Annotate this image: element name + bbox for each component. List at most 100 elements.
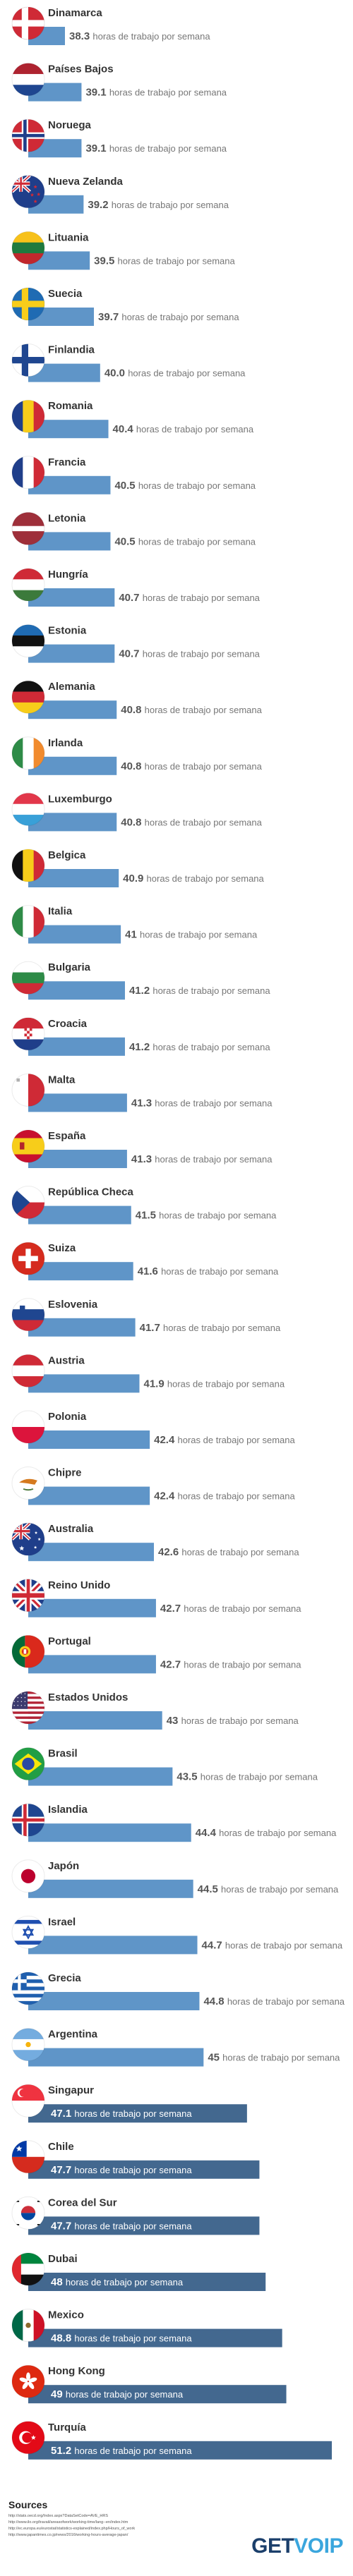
- czech-republic-flag-icon: [11, 1186, 45, 1220]
- country-row: Argentina 45 horas de trabajo por semana: [11, 2028, 340, 2067]
- value-label: 40.4 horas de trabajo por semana: [113, 423, 254, 435]
- country-label: Brasil: [48, 1748, 78, 1760]
- country-row: Hungría 40.7 horas de trabajo por semana: [11, 568, 261, 607]
- country-label: España: [48, 1130, 86, 1142]
- bar: [28, 981, 125, 1000]
- spain-flag-icon: [11, 1129, 45, 1163]
- bar: [28, 2273, 266, 2291]
- bar: [28, 2385, 287, 2404]
- south-korea-flag-icon: [11, 2196, 45, 2230]
- ireland-flag-icon: [11, 736, 45, 770]
- bar: [28, 2160, 260, 2179]
- country-row: Luxemburgo 40.8 horas de trabajo por sema…: [11, 792, 263, 832]
- country-row: Irlanda 40.8 horas de trabajo por semana: [11, 736, 263, 775]
- country-row: Australia 42.6 horas de trabajo por seman…: [11, 1522, 299, 1562]
- value-label: 47.7 horas de trabajo por semana: [51, 2220, 192, 2232]
- country-row: Suiza 41.6 horas de trabajo por semana: [11, 1241, 279, 1281]
- value-label: 42.4 horas de trabajo por semana: [154, 1490, 295, 1502]
- country-row: España 41.3 horas de trabajo por semana: [11, 1129, 273, 1168]
- country-label: Hong Kong: [48, 2365, 105, 2377]
- bar: [28, 1767, 173, 1786]
- brand-part-get: GET: [251, 2534, 294, 2558]
- country-row: Estonia 40.7 horas de trabajo por semana: [11, 624, 261, 663]
- country-row: Austria 41.9 horas de trabajo por semana: [11, 1354, 285, 1393]
- bar: [28, 1037, 125, 1056]
- country-label: Suiza: [48, 1242, 76, 1254]
- value-label: 39.7 horas de trabajo por semana: [98, 311, 239, 323]
- country-row: Nueva Zelanda 39.2 horas de trabajo por s…: [11, 175, 229, 214]
- value-label: 40.7 horas de trabajo por semana: [119, 592, 260, 604]
- bar: [28, 925, 121, 944]
- country-row: Suecia 39.7 horas de trabajo por semana: [11, 287, 239, 326]
- country-label: Romania: [48, 400, 93, 412]
- italy-flag-icon: [11, 905, 45, 939]
- value-label: 47.1 horas de trabajo por semana: [51, 2108, 192, 2120]
- finland-flag-icon: [11, 344, 45, 377]
- bar-chart: Dinamarca 38.3 horas de trabajo por seman…: [11, 6, 345, 2460]
- denmark-flag-icon: [11, 6, 45, 40]
- country-label: Nueva Zelanda: [48, 176, 124, 188]
- japan-flag-icon: [11, 1859, 45, 1893]
- value-label: 40.9 horas de trabajo por semana: [123, 873, 264, 885]
- france-flag-icon: [11, 456, 45, 490]
- norway-flag-icon: [11, 119, 45, 152]
- country-row: Brasil 43.5 horas de trabajo por semana: [11, 1747, 318, 1786]
- country-row: Polonia 42.4 horas de trabajo por semana: [11, 1410, 295, 1449]
- country-row: Chipre 42.4 horas de trabajo por semana: [11, 1466, 295, 1505]
- brand-part-voip: VOIP: [294, 2534, 343, 2558]
- country-label: Dubai: [48, 2253, 78, 2265]
- greece-flag-icon: [11, 1972, 45, 2005]
- bar: [28, 1150, 127, 1168]
- country-label: Luxemburgo: [48, 793, 112, 805]
- value-label: 40.5 horas de trabajo por semana: [114, 535, 256, 547]
- value-label: 41.3 horas de trabajo por semana: [131, 1097, 273, 1109]
- value-label: 49 horas de trabajo por semana: [51, 2388, 184, 2400]
- source-link[interactable]: http://www.ilo.org/travail/areasofwork/w…: [8, 2520, 128, 2525]
- getvoip-logo: GETVOIP: [251, 2534, 343, 2558]
- netherlands-flag-icon: [11, 63, 45, 97]
- source-link[interactable]: http://stats.oecd.org/Index.aspx?DataSet…: [8, 2514, 108, 2518]
- bar: [28, 1430, 150, 1449]
- country-row: Italia 41 horas de trabajo por semana: [11, 905, 258, 944]
- country-row: Lituania 39.5 horas de trabajo por semana: [11, 231, 236, 270]
- country-label: Belgica: [48, 849, 86, 861]
- value-label: 40.7 horas de trabajo por semana: [119, 648, 260, 660]
- bar: [28, 1262, 133, 1281]
- country-row: Mexico 48.8 horas de trabajo por semana: [11, 2309, 282, 2347]
- value-label: 40.8 horas de trabajo por semana: [121, 816, 262, 828]
- chile-flag-icon: [11, 2140, 45, 2174]
- country-label: Alemania: [48, 681, 95, 693]
- value-label: 48.8 horas de trabajo por semana: [51, 2333, 192, 2345]
- value-label: 48 horas de trabajo por semana: [51, 2276, 184, 2288]
- hong-kong-flag-icon: [11, 2364, 45, 2398]
- bar: [28, 2441, 332, 2460]
- country-row: Romania 40.4 horas de trabajo por semana: [11, 399, 254, 439]
- value-label: 44.5 horas de trabajo por semana: [198, 1883, 339, 1895]
- country-label: Chile: [48, 2141, 74, 2153]
- value-label: 39.1 horas de trabajo por semana: [85, 87, 227, 99]
- country-label: Italia: [48, 906, 73, 918]
- bar: [28, 1543, 154, 1562]
- country-label: Islandia: [48, 1804, 88, 1816]
- source-link[interactable]: http://ec.europa.eu/eurostat/statistics-…: [8, 2527, 136, 2531]
- value-label: 39.2 horas de trabajo por semana: [88, 199, 229, 211]
- switzerland-flag-icon: [11, 1241, 45, 1275]
- bar: [28, 1093, 127, 1112]
- bar: [28, 2048, 204, 2067]
- country-row: Singapur 47.1 horas de trabajo por semana: [11, 2084, 247, 2123]
- value-label: 43.5 horas de trabajo por semana: [176, 1771, 318, 1783]
- brazil-flag-icon: [11, 1747, 45, 1781]
- country-row: Dubai 48 horas de trabajo por semana: [11, 2252, 266, 2291]
- country-label: Dinamarca: [48, 7, 102, 19]
- value-label: 40.8 horas de trabajo por semana: [121, 760, 262, 772]
- source-link[interactable]: http://www.japantimes.co.jp/news/2016/wo…: [8, 2533, 128, 2537]
- value-label: 42.7 horas de trabajo por semana: [160, 1658, 301, 1670]
- country-label: Estados Unidos: [48, 1691, 128, 1703]
- bar: [28, 869, 119, 887]
- new-zealand-flag-icon: [11, 175, 45, 209]
- value-label: 38.3 horas de trabajo por semana: [69, 30, 210, 42]
- croatia-flag-icon: [11, 1017, 45, 1051]
- bar: [28, 2216, 260, 2235]
- value-label: 42.6 horas de trabajo por semana: [158, 1546, 299, 1558]
- country-label: Croacia: [48, 1018, 88, 1030]
